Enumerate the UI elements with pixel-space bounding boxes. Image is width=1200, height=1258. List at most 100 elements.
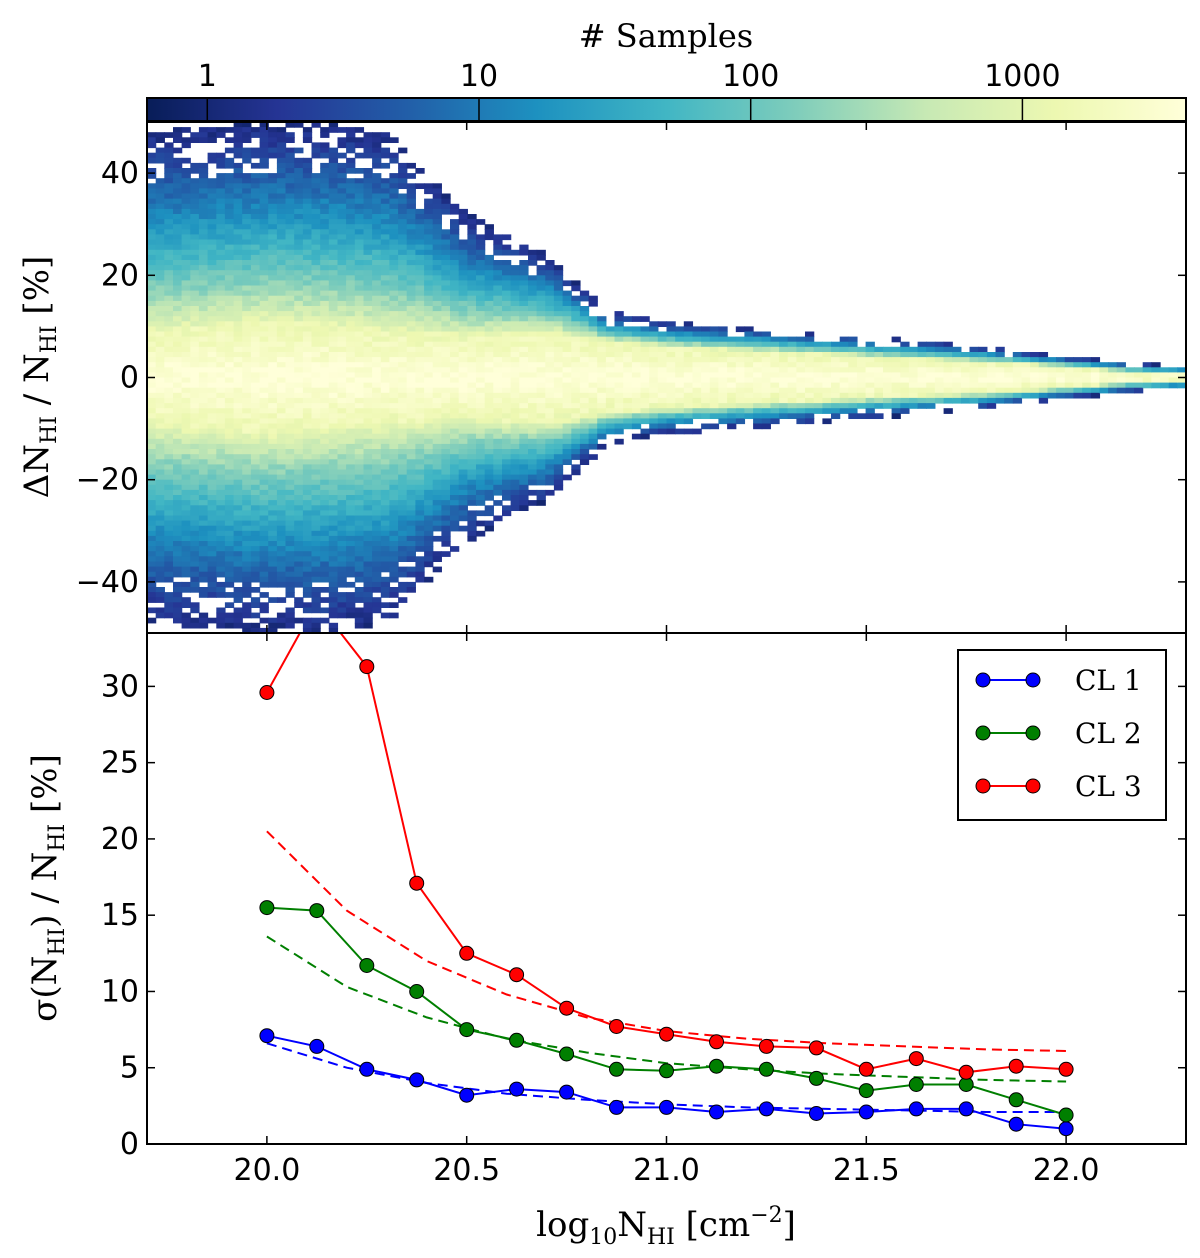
heatmap-cell [181, 571, 191, 578]
heatmap-cell [354, 530, 365, 537]
heatmap-cell [450, 352, 460, 358]
heatmap-cell [969, 367, 979, 374]
heatmap-cell [484, 346, 494, 353]
heatmap-cell [1021, 367, 1031, 374]
heatmap-cell [250, 495, 261, 501]
heatmap-cell [233, 541, 243, 547]
heatmap-cell [943, 397, 953, 404]
heatmap-cell [380, 515, 391, 522]
heatmap-cell [649, 403, 659, 409]
heatmap-cell [380, 556, 391, 563]
heatmap-cell [389, 535, 399, 542]
heatmap-cell [302, 331, 313, 338]
heatmap-cell [536, 336, 546, 343]
heatmap-cell [242, 188, 252, 195]
heatmap-cell [389, 520, 399, 527]
heatmap-cell [640, 403, 650, 409]
heatmap-cell [467, 515, 477, 522]
heatmap-cell [311, 392, 321, 399]
heatmap-cell [346, 469, 356, 476]
heatmap-cell [571, 300, 581, 307]
heatmap-cell [198, 525, 209, 532]
heatmap-cell [839, 352, 849, 358]
heatmap-cell [883, 372, 893, 379]
heatmap-cell [805, 367, 815, 374]
heatmap-cell [476, 367, 486, 374]
heatmap-cell [320, 234, 330, 241]
heatmap-cell [579, 331, 590, 338]
heatmap-cell [181, 321, 191, 328]
heatmap-cell [597, 428, 607, 435]
heatmap-cell [216, 316, 226, 322]
heatmap-cell [173, 413, 183, 420]
heatmap-cell [328, 505, 339, 512]
heatmap-cell [181, 428, 191, 435]
heatmap-cell [328, 587, 339, 593]
heatmap-cell [311, 408, 321, 414]
heatmap-cell [571, 408, 581, 414]
heatmap-cell [476, 500, 486, 506]
heatmap-cell [631, 392, 642, 399]
heatmap-cell [649, 357, 659, 363]
heatmap-cell [579, 341, 590, 348]
heatmap-cell [190, 622, 200, 629]
heatmap-cell [276, 214, 287, 220]
heatmap-cell [631, 418, 642, 425]
heatmap-cell [242, 449, 252, 455]
heatmap-cell [337, 321, 347, 328]
heatmap-cell [380, 479, 391, 486]
heatmap-cell [250, 500, 261, 506]
heatmap-cell [190, 561, 200, 568]
heatmap-cell [519, 290, 529, 297]
heatmap-cell [424, 520, 434, 527]
heatmap-cell [328, 382, 339, 389]
heatmap-cell [432, 362, 442, 368]
heatmap-cell [510, 403, 520, 409]
heatmap-cell [164, 392, 174, 399]
heatmap-cell [389, 423, 399, 430]
heatmap-cell [294, 438, 304, 445]
heatmap-cell [493, 489, 503, 496]
heatmap-cell [1116, 382, 1126, 389]
heatmap-cell [259, 224, 269, 230]
heatmap-cell [276, 280, 287, 287]
heatmap-cell [398, 326, 408, 333]
heatmap-cell [328, 214, 339, 220]
heatmap-cell [207, 408, 217, 414]
heatmap-cell [424, 316, 434, 322]
heatmap-cell [432, 254, 442, 261]
heatmap-cell [320, 489, 330, 496]
heatmap-cell [796, 418, 806, 425]
heatmap-cell [276, 300, 287, 307]
heatmap-cell [276, 183, 287, 190]
heatmap-cell [198, 214, 209, 220]
heatmap-cell [233, 341, 243, 348]
heatmap-cell [328, 219, 339, 225]
heatmap-cell [285, 510, 295, 517]
heatmap-cell [328, 280, 339, 287]
heatmap-cell [424, 321, 434, 328]
heatmap-cell [666, 403, 676, 409]
heatmap-cell [380, 372, 391, 379]
heatmap-cell [294, 214, 304, 220]
heatmap-cell [398, 372, 408, 379]
heatmap-cell [545, 362, 555, 368]
heatmap-cell [181, 510, 191, 517]
heatmap-cell [147, 280, 157, 287]
heatmap-cell [415, 510, 425, 517]
heatmap-cell [476, 234, 486, 241]
heatmap-cell [276, 346, 287, 353]
heatmap-cell [536, 418, 546, 425]
heatmap-cell [649, 418, 659, 425]
heatmap-cell [406, 510, 416, 517]
heatmap-cell [207, 489, 217, 496]
heatmap-cell [398, 168, 408, 174]
heatmap-cell [484, 387, 494, 394]
heatmap-cell [320, 520, 330, 527]
heatmap-cell [424, 428, 434, 435]
heatmap-cell [250, 382, 261, 389]
heatmap-cell [242, 244, 252, 251]
heatmap-cell [450, 285, 460, 292]
heatmap-cell [337, 280, 347, 287]
heatmap-cell [450, 326, 460, 333]
